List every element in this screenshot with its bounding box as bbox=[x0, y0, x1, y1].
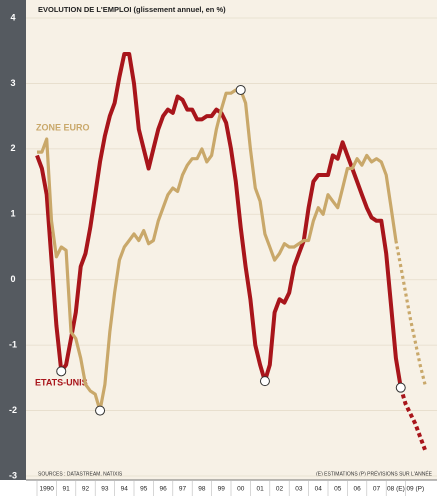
x-tick-label: 03 bbox=[295, 486, 303, 493]
y-tick-label: 4 bbox=[10, 12, 15, 22]
x-tick-label: 1990 bbox=[39, 486, 54, 493]
series-line bbox=[35, 52, 403, 389]
x-tick-label: 99 bbox=[218, 486, 226, 493]
series-label: ETATS-UNIS bbox=[35, 377, 88, 387]
x-tick-label: 95 bbox=[140, 486, 148, 493]
plot-background bbox=[26, 0, 437, 480]
y-tick-label: 0 bbox=[10, 274, 15, 284]
forecast-line bbox=[398, 387, 427, 451]
point-marker bbox=[259, 376, 270, 387]
source-note: SOURCES : DATASTREAM, NATIXIS bbox=[38, 471, 123, 477]
x-tick-label: 96 bbox=[159, 486, 167, 493]
x-tick-label: 05 bbox=[334, 486, 342, 493]
x-tick-label: 08 (E) bbox=[387, 486, 405, 493]
chart-title: EVOLUTION DE L'EMPLOI (glissement annuel… bbox=[38, 5, 226, 14]
x-tick-label: 07 bbox=[373, 486, 381, 493]
point-marker bbox=[95, 405, 106, 416]
y-tick-label: 2 bbox=[10, 143, 15, 153]
x-tick-label: 98 bbox=[198, 486, 206, 493]
x-tick-label: 94 bbox=[121, 486, 129, 493]
point-marker bbox=[235, 84, 246, 95]
x-tick-label: 09 (P) bbox=[406, 486, 424, 493]
x-tick-label: 91 bbox=[62, 486, 70, 493]
y-tick-label: -3 bbox=[9, 470, 17, 480]
point-marker bbox=[395, 382, 406, 393]
axis-bar bbox=[0, 0, 26, 480]
series-line bbox=[37, 88, 398, 413]
y-tick-label: 1 bbox=[10, 209, 15, 219]
x-tick-label: 06 bbox=[353, 486, 361, 493]
y-tick-label: -2 bbox=[9, 405, 17, 415]
point-marker bbox=[56, 366, 67, 377]
x-tick-label: 97 bbox=[179, 486, 187, 493]
y-tick-label: 3 bbox=[10, 78, 15, 88]
x-tick-label: 93 bbox=[101, 486, 109, 493]
x-tick-label: 01 bbox=[256, 486, 264, 493]
footnote: (E) ESTIMATIONS (P) PRÉVISIONS SUR L'ANN… bbox=[316, 470, 433, 477]
series-label: ZONE EURO bbox=[36, 122, 90, 132]
y-tick-label: -1 bbox=[9, 340, 17, 350]
x-tick-label: 92 bbox=[82, 486, 90, 493]
x-tick-label: 00 bbox=[237, 486, 245, 493]
x-tick-label: 04 bbox=[315, 486, 323, 493]
forecast-line bbox=[394, 240, 427, 385]
x-tick-label: 02 bbox=[276, 486, 284, 493]
